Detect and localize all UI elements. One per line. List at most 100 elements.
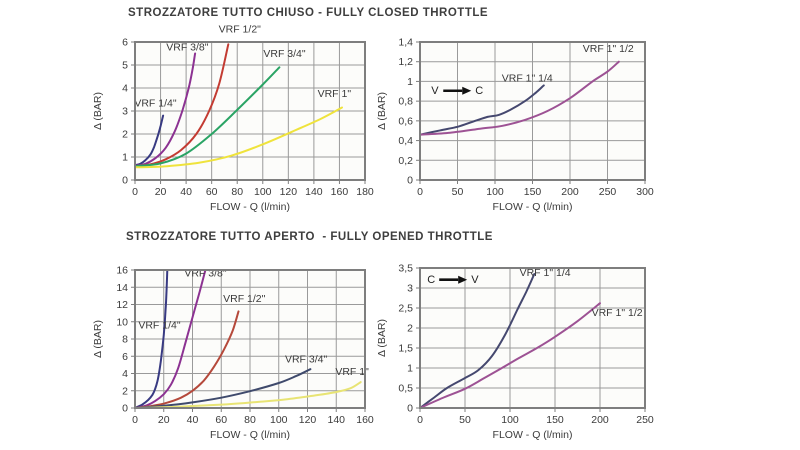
series-label: VRF 1" 1/4 bbox=[520, 267, 571, 279]
series-label: VRF 1" 1/4 bbox=[502, 72, 553, 84]
x-tick-label: 0 bbox=[132, 186, 138, 198]
x-tick-label: 200 bbox=[561, 186, 579, 198]
y-tick-label: 1 bbox=[407, 363, 413, 375]
x-tick-label: 0 bbox=[417, 186, 423, 198]
x-tick-label: 20 bbox=[155, 186, 167, 198]
flow-direction-to: V bbox=[471, 274, 479, 286]
y-tick-label: 0,5 bbox=[398, 383, 413, 395]
y-tick-label: 0 bbox=[407, 403, 413, 415]
x-tick-label: 150 bbox=[546, 414, 564, 426]
x-tick-label: 100 bbox=[270, 414, 288, 426]
y-axis-label: Δ (BAR) bbox=[92, 92, 104, 130]
y-tick-label: 16 bbox=[116, 265, 128, 277]
plot-border bbox=[134, 269, 366, 409]
y-tick-label: 2,5 bbox=[398, 303, 413, 315]
series-label: VRF 1" bbox=[335, 366, 369, 378]
x-tick-label: 120 bbox=[299, 414, 317, 426]
x-tick-label: 250 bbox=[599, 186, 617, 198]
plot-border bbox=[419, 267, 646, 409]
y-tick-label: 2 bbox=[407, 323, 413, 335]
y-tick-label: 4 bbox=[122, 368, 128, 380]
y-axis-label: Δ (BAR) bbox=[376, 92, 388, 130]
x-tick-label: 300 bbox=[636, 186, 654, 198]
x-tick-label: 200 bbox=[591, 414, 609, 426]
x-tick-label: 140 bbox=[327, 414, 345, 426]
series-line bbox=[419, 84, 545, 136]
y-tick-label: 8 bbox=[122, 334, 128, 346]
y-tick-label: 1 bbox=[122, 152, 128, 164]
y-tick-label: 6 bbox=[122, 351, 128, 363]
x-tick-label: 120 bbox=[280, 186, 298, 198]
x-tick-label: 160 bbox=[356, 414, 374, 426]
y-tick-label: 1,5 bbox=[398, 343, 413, 355]
y-tick-label: 2 bbox=[122, 385, 128, 397]
x-tick-label: 0 bbox=[417, 414, 423, 426]
series-line bbox=[419, 273, 536, 409]
series-label: VRF 3/8" bbox=[166, 42, 209, 54]
y-tick-label: 3,5 bbox=[398, 263, 413, 275]
y-tick-label: 3 bbox=[122, 106, 128, 118]
flow-direction-from: V bbox=[431, 85, 439, 97]
chart-fully-closed-large-valves: 0 50 100 150 200 250 300 0 0,2 0,4 0,6 0,8 1 1,2 1,4 VR… bbox=[376, 37, 654, 214]
x-tick-label: 0 bbox=[132, 414, 138, 426]
x-axis-label: FLOW - Q (l/min) bbox=[493, 201, 573, 213]
y-tick-label: 10 bbox=[116, 316, 128, 328]
y-axis-label: Δ (BAR) bbox=[376, 319, 388, 357]
series-line bbox=[419, 302, 601, 409]
x-tick-label: 40 bbox=[187, 414, 199, 426]
series-label: VRF 1/4" bbox=[138, 320, 181, 332]
x-tick-label: 60 bbox=[215, 414, 227, 426]
series-line bbox=[134, 310, 240, 409]
x-axis-label: FLOW - Q (l/min) bbox=[493, 429, 573, 441]
y-tick-label: 0,2 bbox=[398, 155, 413, 167]
chart-fully-opened-large-valves: 0 50 100 150 200 250 0 0,5 1 1,5 2 2,5 3 3,5 VRF 1" 1/… bbox=[376, 263, 654, 442]
y-tick-label: 0,6 bbox=[398, 115, 413, 127]
plot-border bbox=[134, 41, 366, 181]
y-tick-label: 1,2 bbox=[398, 56, 413, 68]
y-tick-label: 14 bbox=[116, 282, 128, 294]
x-tick-label: 160 bbox=[331, 186, 349, 198]
y-tick-label: 4 bbox=[122, 83, 128, 95]
y-tick-label: 0 bbox=[407, 175, 413, 187]
series-label: VRF 1" bbox=[318, 88, 352, 100]
series-label: VRF 3/4" bbox=[285, 354, 328, 366]
x-tick-label: 100 bbox=[486, 186, 504, 198]
y-tick-label: 0,8 bbox=[398, 96, 413, 108]
series-line bbox=[134, 52, 197, 167]
y-tick-label: 1 bbox=[407, 76, 413, 88]
x-tick-label: 180 bbox=[356, 186, 374, 198]
flow-direction-arrowhead bbox=[458, 275, 468, 284]
x-tick-label: 40 bbox=[180, 186, 192, 198]
series-line bbox=[134, 269, 207, 409]
y-tick-label: 0,4 bbox=[398, 135, 413, 147]
flow-direction-from: C bbox=[427, 274, 435, 286]
series-line bbox=[134, 381, 362, 409]
section-title-fully-closed: STROZZATORE TUTTO CHIUSO - FULLY CLOSED … bbox=[128, 7, 489, 19]
x-tick-label: 100 bbox=[501, 414, 519, 426]
y-tick-label: 2 bbox=[122, 129, 128, 141]
series-line bbox=[134, 66, 281, 168]
y-tick-label: 6 bbox=[122, 37, 128, 49]
y-axis-label: Δ (BAR) bbox=[92, 320, 104, 358]
chart-fully-opened-small-valves: 0 20 40 60 80 100 120 140 160 0 2 4 6 8 10 12 14 16 VRF 1/… bbox=[92, 265, 374, 442]
x-tick-label: 150 bbox=[524, 186, 542, 198]
flow-direction-arrowhead bbox=[462, 86, 472, 95]
section-title-fully-opened: STROZZATORE TUTTO APERTO - FULLY OPENED … bbox=[126, 231, 493, 243]
x-tick-label: 50 bbox=[452, 186, 464, 198]
x-tick-label: 140 bbox=[305, 186, 323, 198]
y-tick-label: 12 bbox=[116, 299, 128, 311]
y-tick-label: 0 bbox=[122, 175, 128, 187]
series-label: VRF 3/4" bbox=[263, 48, 306, 60]
x-tick-label: 20 bbox=[158, 414, 170, 426]
plot-border bbox=[419, 41, 646, 181]
x-tick-label: 80 bbox=[244, 414, 256, 426]
chart-fully-closed-small-valves: 0 20 40 60 80 100 120 140 160 180 0 1 2 3 4 5 6 VRF 1/4" V… bbox=[92, 23, 374, 213]
y-tick-label: 5 bbox=[122, 60, 128, 72]
series-label: VRF 1" 1/2 bbox=[583, 43, 634, 55]
x-tick-label: 250 bbox=[636, 414, 654, 426]
series-line bbox=[419, 60, 620, 136]
x-axis-label: FLOW - Q (l/min) bbox=[210, 429, 290, 441]
series-label: VRF 1/4" bbox=[134, 97, 177, 109]
series-label: VRF 1/2" bbox=[219, 23, 262, 35]
